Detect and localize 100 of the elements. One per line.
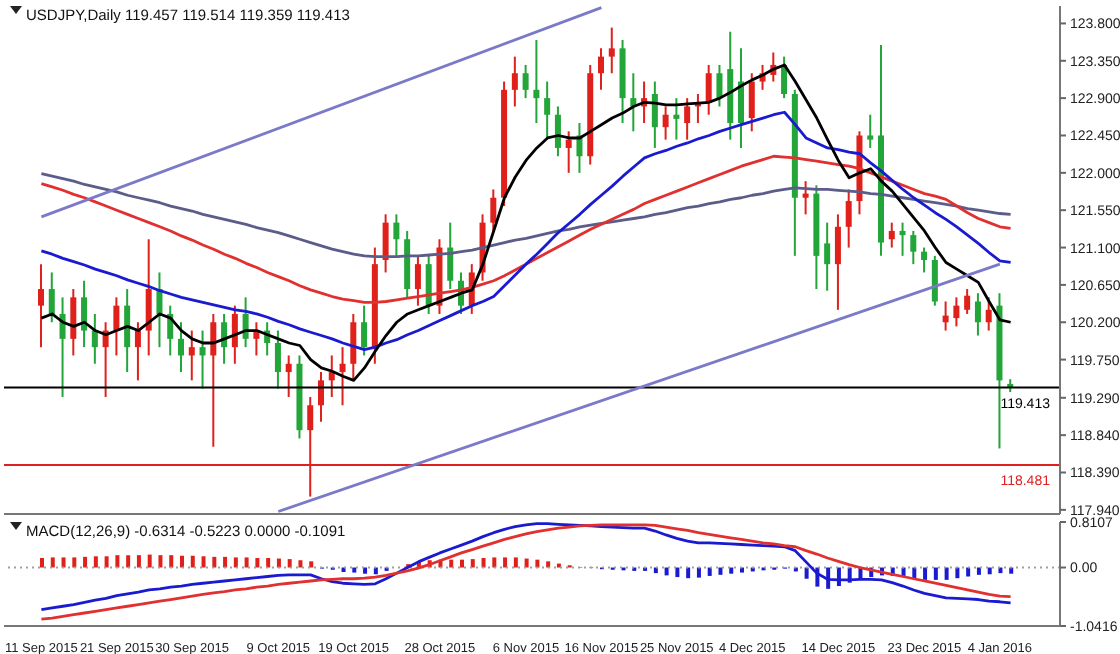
bar [115, 555, 120, 568]
candlestick [70, 288, 77, 357]
bar [136, 555, 141, 568]
candlestick [974, 292, 981, 337]
candlestick [608, 26, 615, 75]
bar [933, 567, 938, 580]
bar [298, 560, 303, 568]
bar [83, 556, 88, 568]
candlestick [716, 63, 723, 108]
bar [40, 557, 44, 568]
candlestick [393, 213, 400, 257]
bar [169, 555, 174, 568]
candlestick [285, 354, 292, 398]
bar [923, 567, 928, 580]
bar [158, 555, 163, 568]
bar [223, 556, 228, 568]
bar [718, 567, 723, 575]
candlestick [414, 254, 421, 307]
candlestick [899, 221, 906, 257]
bar [147, 554, 152, 568]
bar [966, 567, 971, 577]
bar [276, 558, 281, 568]
candlestick [425, 254, 432, 315]
candlestick [318, 371, 324, 423]
candlestick [522, 63, 529, 100]
candlestick [91, 312, 98, 365]
bar [944, 567, 949, 580]
bar [266, 557, 271, 568]
candlestick [554, 105, 561, 158]
candlestick [888, 221, 895, 249]
bar [460, 559, 464, 568]
candlestick [964, 288, 971, 315]
candlestick [210, 312, 217, 448]
candlestick [533, 39, 540, 125]
candlestick [845, 188, 852, 249]
bar [93, 556, 98, 568]
bar [804, 567, 809, 579]
candlestick [662, 105, 669, 141]
candlestick [705, 63, 712, 116]
bar [352, 567, 357, 573]
candlestick [511, 55, 518, 108]
bar [72, 557, 77, 568]
candlestick [38, 263, 44, 349]
candlestick [673, 97, 680, 141]
line-series [39, 154, 1013, 304]
candlestick [598, 47, 604, 91]
candlestick [931, 254, 938, 307]
candlestick [124, 288, 131, 374]
bar [492, 557, 497, 568]
bar [104, 556, 109, 568]
bar [201, 556, 206, 568]
candlestick [48, 271, 55, 324]
candlestick [651, 80, 658, 149]
line-series [39, 63, 1013, 382]
candlestick [544, 80, 551, 141]
bar [190, 555, 195, 568]
bar [126, 555, 131, 568]
bar [233, 557, 238, 568]
candlestick [565, 130, 572, 174]
candlestick [738, 47, 744, 149]
candlestick [145, 238, 152, 357]
bar [50, 557, 55, 568]
bar [535, 559, 540, 568]
bar [212, 556, 217, 568]
bar [255, 557, 260, 568]
bar [287, 559, 292, 568]
candlestick [134, 321, 141, 382]
candlestick [490, 188, 497, 232]
candlestick [361, 304, 368, 357]
candlestick [910, 229, 917, 266]
bar [675, 567, 680, 578]
candlestick [985, 296, 992, 332]
bar [696, 567, 701, 578]
candlestick [867, 113, 874, 149]
candlestick [684, 97, 691, 141]
bar [524, 558, 529, 568]
candlestick [199, 329, 206, 390]
candlestick [339, 346, 346, 407]
candlestick [188, 329, 195, 382]
candlestick [274, 329, 281, 390]
bar [546, 561, 551, 568]
candlestick [447, 221, 454, 291]
bar [513, 557, 518, 568]
bar [503, 557, 508, 568]
bar [449, 559, 454, 568]
candlestick [942, 300, 949, 332]
bar [180, 555, 184, 568]
candlestick [834, 213, 841, 311]
candlestick [748, 72, 755, 133]
candlestick [350, 312, 357, 382]
candlestick [113, 296, 120, 357]
bar [729, 567, 734, 574]
candlestick [231, 304, 238, 365]
candlestick [382, 213, 389, 274]
bar [470, 559, 475, 568]
candlestick [921, 246, 928, 274]
bar [363, 567, 368, 574]
candlestick [953, 296, 960, 328]
bar [309, 561, 314, 568]
bar [244, 557, 249, 568]
